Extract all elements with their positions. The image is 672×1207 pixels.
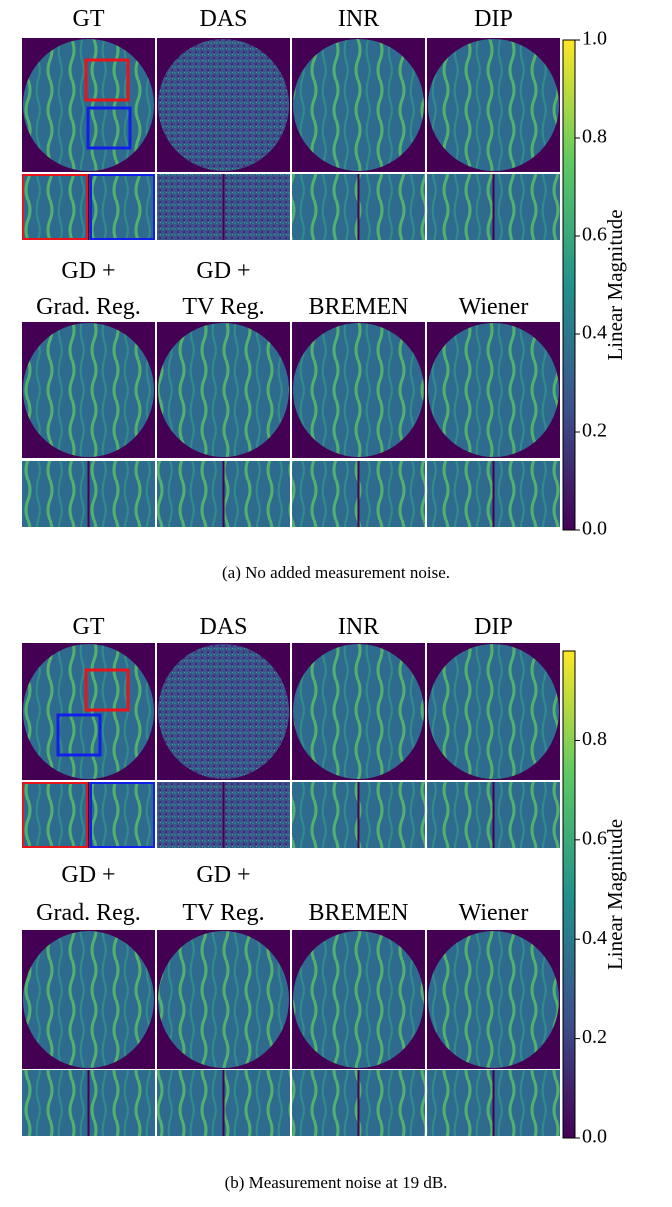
roi-box bbox=[86, 106, 132, 150]
column-title: GT bbox=[73, 614, 105, 640]
column-title: INR bbox=[338, 614, 379, 640]
column-title: Grad. Reg. bbox=[36, 900, 141, 926]
tick-label: 0.2 bbox=[582, 420, 607, 442]
crop bbox=[22, 461, 88, 527]
column-title: GD + bbox=[61, 258, 115, 284]
column-title: Wiener bbox=[459, 900, 529, 926]
crop bbox=[224, 174, 290, 240]
reconstruction bbox=[293, 39, 424, 171]
colorbar-label: Linear Magnitude bbox=[603, 819, 627, 970]
column-title: DAS bbox=[199, 6, 247, 32]
crop bbox=[224, 461, 290, 527]
tick-label: 0.4 bbox=[582, 927, 607, 949]
roi-box bbox=[84, 58, 130, 102]
reconstruction bbox=[158, 644, 289, 779]
colorbar bbox=[562, 650, 576, 1139]
tick-label: 0.6 bbox=[582, 827, 607, 849]
reconstruction bbox=[428, 39, 559, 171]
column-title: DIP bbox=[474, 614, 513, 640]
crop bbox=[157, 461, 223, 527]
reconstruction bbox=[293, 323, 424, 457]
column-title: Grad. Reg. bbox=[36, 294, 141, 320]
reconstruction bbox=[158, 39, 289, 171]
crop bbox=[292, 461, 358, 527]
caption: (a) No added measurement noise. bbox=[222, 563, 450, 582]
tick-label: 0.2 bbox=[582, 1026, 607, 1048]
column-title: GT bbox=[73, 6, 105, 32]
crop-border bbox=[90, 174, 155, 240]
crop bbox=[359, 174, 425, 240]
crop bbox=[224, 1070, 290, 1136]
column-title: Wiener bbox=[459, 294, 529, 320]
crop bbox=[89, 1070, 155, 1136]
crop bbox=[359, 782, 425, 848]
crop bbox=[292, 174, 358, 240]
column-title: GD + bbox=[196, 862, 250, 888]
column-title: DIP bbox=[474, 6, 513, 32]
crop-border bbox=[22, 782, 88, 848]
caption: (b) Measurement noise at 19 dB. bbox=[225, 1173, 448, 1192]
crop bbox=[157, 782, 223, 848]
crop bbox=[427, 782, 493, 848]
column-title: TV Reg. bbox=[182, 294, 264, 320]
crop bbox=[89, 461, 155, 527]
tick-label: 0.8 bbox=[582, 126, 607, 148]
column-title: INR bbox=[338, 6, 379, 32]
crop bbox=[224, 782, 290, 848]
reconstruction bbox=[158, 931, 289, 1068]
column-title: BREMEN bbox=[308, 900, 408, 926]
reconstruction bbox=[293, 931, 424, 1068]
column-title: GD + bbox=[61, 862, 115, 888]
crop bbox=[359, 461, 425, 527]
reconstruction bbox=[428, 931, 559, 1068]
column-title: DAS bbox=[199, 614, 247, 640]
crop bbox=[494, 1070, 560, 1136]
crop bbox=[292, 782, 358, 848]
crop bbox=[22, 782, 88, 848]
crop bbox=[427, 461, 493, 527]
crop bbox=[22, 1070, 88, 1136]
tick-label: 1.0 bbox=[582, 28, 607, 50]
crop bbox=[427, 174, 493, 240]
crop bbox=[157, 174, 223, 240]
crop bbox=[359, 1070, 425, 1136]
crop-border bbox=[22, 174, 88, 240]
crop bbox=[494, 174, 560, 240]
crop bbox=[427, 1070, 493, 1136]
reconstruction bbox=[23, 931, 154, 1068]
reconstruction bbox=[293, 644, 424, 779]
roi-box bbox=[56, 713, 102, 757]
tick-label: 0.6 bbox=[582, 224, 607, 246]
tick-label: 0.0 bbox=[582, 1126, 607, 1148]
roi-box bbox=[84, 668, 130, 712]
crop bbox=[89, 782, 155, 848]
column-title: BREMEN bbox=[308, 294, 408, 320]
crop-border bbox=[90, 782, 155, 848]
crop bbox=[22, 174, 88, 240]
crop bbox=[494, 461, 560, 527]
reconstruction bbox=[23, 39, 154, 171]
tick-label: 0.8 bbox=[582, 728, 607, 750]
column-title: TV Reg. bbox=[182, 900, 264, 926]
crop bbox=[157, 1070, 223, 1136]
tick-label: 0.0 bbox=[582, 518, 607, 540]
reconstruction bbox=[23, 323, 154, 457]
reconstruction bbox=[428, 644, 559, 779]
tick-label: 0.4 bbox=[582, 322, 607, 344]
colorbar bbox=[562, 39, 576, 531]
crop bbox=[494, 782, 560, 848]
crop bbox=[89, 174, 155, 240]
colorbar-label: Linear Magnitude bbox=[603, 209, 627, 360]
reconstruction bbox=[428, 323, 559, 457]
column-title: GD + bbox=[196, 258, 250, 284]
reconstruction bbox=[158, 323, 289, 457]
crop bbox=[292, 1070, 358, 1136]
